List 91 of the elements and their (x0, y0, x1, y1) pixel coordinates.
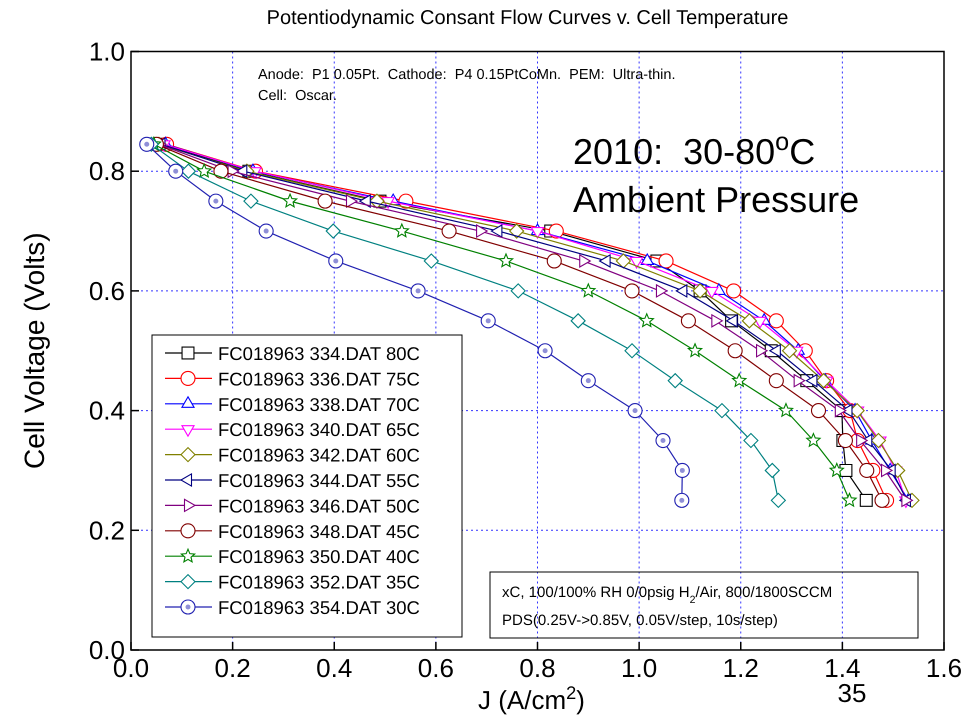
point (742, 313, 757, 328)
point (768, 313, 784, 328)
point (213, 164, 228, 179)
annotation: xC, 100/100% RH 0/0psig H$_{2}$/Air, 800/1800SCCM (502, 584, 832, 606)
point (580, 373, 596, 388)
y-tick-label: 0.8 (88, 156, 125, 186)
point (838, 432, 853, 448)
point (714, 403, 730, 418)
point (168, 164, 184, 179)
legend-label: FC018963 348.DAT 45C (218, 520, 420, 542)
y-tick-label: 0.4 (88, 396, 125, 426)
point (410, 283, 426, 298)
legend-label: FC018963 342.DAT 60C (218, 444, 420, 466)
point (726, 283, 742, 298)
point (510, 283, 526, 298)
point (806, 432, 821, 447)
point (480, 313, 496, 328)
point (570, 313, 586, 328)
point (859, 462, 874, 478)
legend-label: FC018963 334.DAT 80C (218, 343, 420, 364)
point (770, 492, 786, 508)
annotation: Ambient Pressure (573, 179, 860, 220)
legend-label: FC018963 346.DAT 50C (218, 495, 420, 516)
point (732, 373, 746, 387)
point (782, 343, 798, 358)
x-tick-label: 0.6 (418, 653, 454, 683)
legend-label: FC018963 340.DAT 65C (218, 419, 420, 440)
point (326, 224, 341, 239)
point (658, 253, 674, 269)
point (870, 432, 886, 448)
x-tick-label: 1.0 (621, 653, 658, 683)
x-tick-label: 0.4 (316, 653, 352, 683)
point (424, 253, 439, 269)
point (243, 194, 258, 209)
point (509, 224, 524, 239)
point (498, 253, 514, 268)
point (674, 492, 690, 508)
point (688, 343, 702, 357)
legend-label: FC018963 354.DAT 30C (218, 597, 420, 618)
point (442, 224, 457, 239)
x-tick-label: 1.6 (926, 653, 962, 683)
point (624, 283, 640, 298)
legend-label: FC018963 338.DAT 70C (218, 394, 420, 415)
point (810, 403, 826, 418)
point (842, 492, 857, 507)
point (616, 253, 631, 269)
point (778, 403, 794, 417)
point (196, 164, 212, 178)
point (581, 283, 596, 298)
point (328, 253, 344, 269)
x-tick-label: 0.2 (214, 653, 251, 683)
point (628, 403, 643, 418)
x-tick-label: 0.8 (519, 653, 556, 683)
point (538, 343, 553, 358)
point (546, 253, 562, 269)
annotation: Cell: Oscar. (258, 88, 337, 104)
legend-label: FC018963 336.DAT 75C (218, 368, 420, 390)
point (743, 432, 758, 448)
point (816, 373, 832, 388)
point (208, 194, 224, 209)
point (874, 492, 890, 508)
point (640, 313, 654, 328)
point (548, 224, 564, 239)
annotation: Anode: P1 0.05Pt. Cathode: P4 0.15PtCoMn. PEM: Ultra-thin. (258, 67, 676, 83)
legend-label: FC018963 350.DAT 40C (218, 546, 420, 568)
point (860, 494, 873, 507)
y-tick-label: 0.2 (88, 515, 125, 546)
point (318, 194, 333, 209)
point (624, 343, 640, 358)
point (764, 462, 780, 478)
point (258, 224, 274, 239)
point (680, 313, 696, 328)
point (668, 373, 683, 388)
point (674, 462, 690, 478)
x-tick-label: 1.2 (722, 653, 759, 683)
point (655, 432, 671, 448)
point (282, 194, 298, 208)
y-tick-label: 0.6 (88, 276, 125, 306)
y-axis-title: Cell Voltage (Volts) (19, 232, 50, 470)
chart-title: Potentiodynamic Consant Flow Curves v. Cell Temperature (266, 7, 788, 29)
y-tick-label: 1.0 (88, 36, 125, 66)
point (728, 343, 743, 358)
point (394, 224, 410, 238)
point (768, 373, 784, 388)
point (830, 462, 844, 477)
annotation: 2010: 30-80$^{o}$C (573, 128, 816, 172)
annotation: PDS(0.25V->0.85V, 0.05V/step, 10s/step) (502, 612, 778, 629)
legend-label: FC018963 352.DAT 35C (218, 572, 420, 593)
point (139, 136, 154, 152)
x-axis-title: J (A/cm$^{2}$) (478, 683, 585, 715)
legend-label: FC018963 344.DAT 55C (218, 470, 420, 491)
